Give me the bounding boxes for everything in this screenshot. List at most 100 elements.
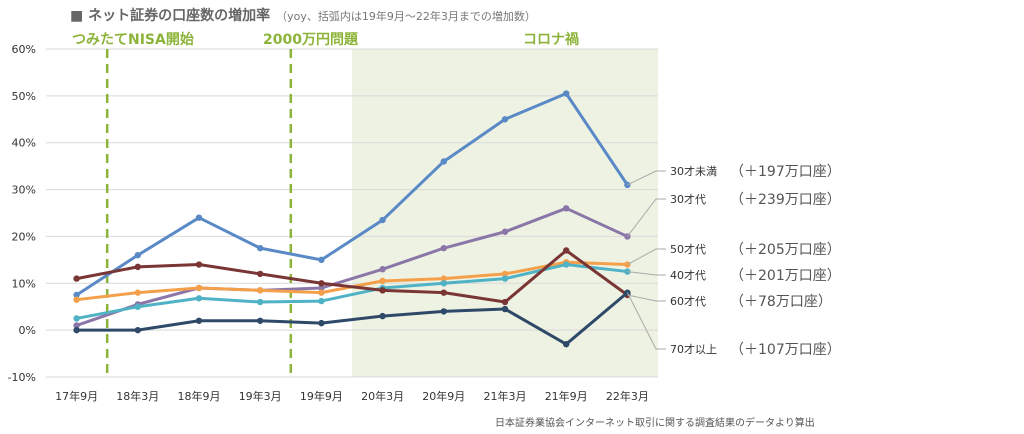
x-tick-label: 21年9月 <box>545 389 588 403</box>
y-tick-label: 40% <box>12 137 36 150</box>
data-point <box>563 259 570 266</box>
data-point <box>563 205 570 212</box>
data-point <box>379 216 386 224</box>
series-label: 30才代 <box>670 192 706 206</box>
leader-line <box>627 248 666 265</box>
x-tick-label: 21年3月 <box>484 389 527 403</box>
data-point <box>501 305 509 313</box>
data-point <box>195 317 203 324</box>
data-point <box>134 263 141 271</box>
corona-shaded-band <box>352 49 658 377</box>
data-point <box>624 261 631 268</box>
y-tick-label: 10% <box>12 277 36 290</box>
y-tick-label: -10% <box>8 371 36 384</box>
y-tick-label: 50% <box>12 90 36 103</box>
data-point <box>318 284 325 292</box>
x-tick-label: 22年3月 <box>606 389 649 403</box>
data-point <box>318 280 325 287</box>
annotation-line-1: これまでの水準が変わり、 <box>370 53 550 71</box>
chart-title-main: ■ ネット証券の口座数の増加率 <box>70 8 271 24</box>
data-point <box>195 284 203 292</box>
data-point <box>440 275 447 282</box>
data-point <box>440 280 447 287</box>
y-tick-label: 60% <box>12 43 36 56</box>
data-point <box>257 270 264 278</box>
series-added-count: （＋205万口座） <box>730 242 841 258</box>
data-point <box>440 289 447 296</box>
data-point <box>134 289 141 296</box>
series-line-3 <box>76 260 628 302</box>
x-tick-label: 19年9月 <box>300 389 343 403</box>
data-point <box>379 277 386 285</box>
y-tick-label: 30% <box>12 184 36 197</box>
data-point <box>257 244 264 252</box>
series-added-count: （＋107万口座） <box>730 342 841 358</box>
leader-line <box>627 271 666 276</box>
data-point <box>563 341 570 348</box>
series-label: 50才代 <box>670 242 706 256</box>
data-point <box>257 287 264 294</box>
data-point <box>73 296 80 303</box>
annotation-line-2: 新しい投資家の出現か？ <box>370 73 536 91</box>
data-point <box>379 266 386 273</box>
annotation-callout: これまでの水準が変わり、 新しい投資家の出現か？ <box>370 52 549 92</box>
x-tick-label: 20年3月 <box>361 389 404 403</box>
chart-subtitle: （yoy、括弧内は19年9月～22年3月までの増加数） <box>276 10 536 23</box>
data-point <box>195 214 203 221</box>
data-point <box>501 116 509 123</box>
data-point <box>257 317 264 324</box>
data-point <box>318 319 325 327</box>
series-line-6 <box>76 291 629 346</box>
leader-line <box>627 294 666 302</box>
data-point <box>624 181 631 189</box>
event-label-tsumitate-nisa: つみたてNISA開始 <box>72 32 194 48</box>
data-point <box>379 284 386 292</box>
x-tick-label: 18年3月 <box>116 389 159 403</box>
x-tick-label: 20年9月 <box>422 389 465 403</box>
series-label: 30才未満 <box>670 164 717 178</box>
x-tick-label: 17年9月 <box>55 389 98 403</box>
series-line-5 <box>76 248 629 304</box>
y-tick-label: 0% <box>19 324 36 337</box>
data-point <box>379 287 386 294</box>
data-point <box>563 247 570 254</box>
x-tick-label: 19年3月 <box>239 389 282 403</box>
x-tick-label: 18年9月 <box>178 389 221 403</box>
data-point <box>624 268 631 275</box>
data-point <box>440 308 447 315</box>
y-tick-label: 20% <box>12 230 36 243</box>
data-point <box>501 270 509 278</box>
data-point <box>73 291 80 299</box>
data-point <box>440 158 447 165</box>
series-label: 40才代 <box>670 268 706 282</box>
series-added-count: （＋201万口座） <box>730 268 841 284</box>
data-point <box>624 291 631 299</box>
data-point <box>318 289 325 296</box>
series-line-1 <box>75 92 629 297</box>
data-point <box>195 284 203 292</box>
series-line-4 <box>76 263 628 320</box>
data-point <box>501 275 509 282</box>
data-point <box>440 244 447 252</box>
data-point <box>134 303 141 310</box>
data-point <box>501 228 509 235</box>
data-point <box>134 251 141 259</box>
data-point <box>563 90 570 97</box>
leader-line <box>627 198 666 237</box>
chart-title: ■ ネット証券の口座数の増加率 （yoy、括弧内は19年9月～22年3月までの増加… <box>70 5 536 25</box>
data-point <box>318 297 325 305</box>
series-added-count: （＋239万口座） <box>730 192 841 208</box>
source-note: 日本証券業協会インターネット取引に関する調査結果のデータより算出 <box>495 418 815 429</box>
data-point <box>257 298 264 306</box>
leader-line <box>627 170 666 186</box>
data-point <box>318 256 325 264</box>
data-point <box>257 287 264 294</box>
series-added-count: （＋197万口座） <box>730 164 841 180</box>
event-label-corona: コロナ禍 <box>523 32 579 48</box>
data-point <box>134 326 141 334</box>
data-point <box>624 289 631 296</box>
data-point <box>195 295 203 302</box>
event-label-2000man-problem: 2000万円問題 <box>263 32 358 48</box>
data-point <box>624 233 631 240</box>
